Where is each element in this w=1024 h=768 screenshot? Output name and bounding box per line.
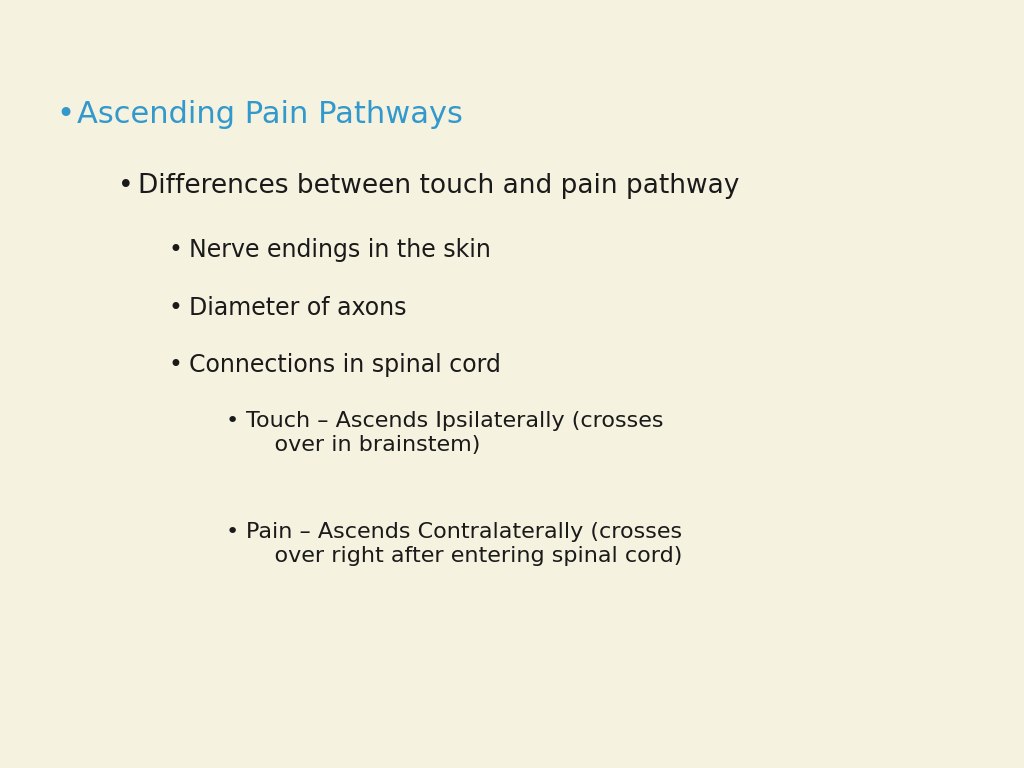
Text: •: • — [169, 353, 183, 377]
Text: Ascending Pain Pathways: Ascending Pain Pathways — [77, 100, 463, 129]
Text: •: • — [225, 411, 239, 431]
Text: Differences between touch and pain pathway: Differences between touch and pain pathw… — [138, 173, 739, 199]
Text: •: • — [56, 100, 75, 129]
Text: •: • — [169, 238, 183, 262]
Text: •: • — [169, 296, 183, 319]
Text: Nerve endings in the skin: Nerve endings in the skin — [189, 238, 492, 262]
Text: •: • — [118, 173, 133, 199]
Text: Diameter of axons: Diameter of axons — [189, 296, 407, 319]
Text: Pain – Ascends Contralaterally (crosses
    over right after entering spinal cor: Pain – Ascends Contralaterally (crosses … — [246, 522, 682, 566]
Text: Touch – Ascends Ipsilaterally (crosses
    over in brainstem): Touch – Ascends Ipsilaterally (crosses o… — [246, 411, 664, 455]
Text: Connections in spinal cord: Connections in spinal cord — [189, 353, 502, 377]
Text: •: • — [225, 522, 239, 542]
